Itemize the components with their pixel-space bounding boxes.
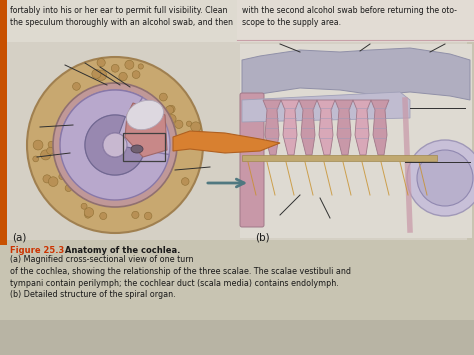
FancyArrowPatch shape (208, 179, 244, 187)
Circle shape (182, 178, 189, 185)
Circle shape (191, 122, 201, 132)
Circle shape (167, 105, 175, 113)
Text: fortably into his or her ear to permit full visibility. Clean
the speculum thoro: fortably into his or her ear to permit f… (10, 6, 233, 27)
Bar (237, 0, 474, 42)
Text: Figure 25.3: Figure 25.3 (10, 246, 64, 255)
Circle shape (159, 93, 167, 101)
Bar (242, 155, 437, 161)
Circle shape (48, 177, 58, 186)
Polygon shape (173, 131, 280, 153)
Bar (7, 42, 467, 240)
Circle shape (27, 57, 203, 233)
Circle shape (103, 133, 127, 157)
Circle shape (111, 64, 119, 72)
Text: (a) Magnified cross-sectional view of one turn
of the cochlea, showing the relat: (a) Magnified cross-sectional view of on… (10, 255, 351, 299)
Circle shape (132, 211, 139, 219)
Circle shape (132, 71, 140, 78)
Polygon shape (242, 92, 410, 122)
Circle shape (145, 212, 152, 220)
Polygon shape (335, 100, 353, 155)
Text: (b): (b) (255, 232, 270, 242)
Circle shape (407, 140, 474, 216)
Circle shape (85, 212, 91, 218)
Circle shape (96, 70, 107, 81)
Polygon shape (60, 90, 169, 200)
Circle shape (33, 140, 43, 150)
Circle shape (167, 115, 176, 123)
FancyBboxPatch shape (240, 93, 264, 227)
Polygon shape (317, 100, 335, 155)
Polygon shape (125, 103, 167, 157)
Circle shape (417, 150, 473, 206)
Circle shape (73, 82, 80, 90)
Circle shape (81, 203, 87, 209)
Circle shape (100, 212, 107, 219)
Text: Anatomy of the cochlea.: Anatomy of the cochlea. (62, 246, 181, 255)
Polygon shape (371, 100, 389, 155)
Bar (0, 320, 474, 355)
Circle shape (48, 141, 55, 148)
Circle shape (97, 59, 105, 67)
Circle shape (53, 83, 177, 207)
Polygon shape (299, 100, 317, 155)
Polygon shape (263, 100, 281, 155)
Circle shape (84, 208, 94, 217)
Circle shape (65, 185, 72, 192)
Bar (240, 44, 472, 238)
Circle shape (59, 174, 64, 179)
Bar (0, 0, 7, 245)
Ellipse shape (127, 100, 164, 130)
Circle shape (125, 60, 134, 69)
Circle shape (47, 147, 54, 154)
Circle shape (138, 64, 144, 69)
Bar (123, 133, 165, 161)
Polygon shape (85, 115, 145, 175)
Polygon shape (353, 100, 371, 155)
Circle shape (119, 72, 128, 81)
Polygon shape (242, 48, 470, 100)
Wedge shape (60, 90, 170, 159)
Text: (a): (a) (12, 232, 27, 242)
Circle shape (165, 106, 173, 114)
Circle shape (43, 175, 51, 183)
Circle shape (174, 120, 183, 129)
Polygon shape (281, 100, 299, 155)
Circle shape (41, 150, 51, 160)
Circle shape (33, 156, 38, 162)
Bar (0, 0, 237, 42)
Circle shape (92, 69, 101, 78)
Circle shape (186, 121, 191, 126)
Text: with the second alcohol swab before returning the oto-
scope to the supply area.: with the second alcohol swab before retu… (242, 6, 457, 27)
Ellipse shape (131, 145, 143, 153)
